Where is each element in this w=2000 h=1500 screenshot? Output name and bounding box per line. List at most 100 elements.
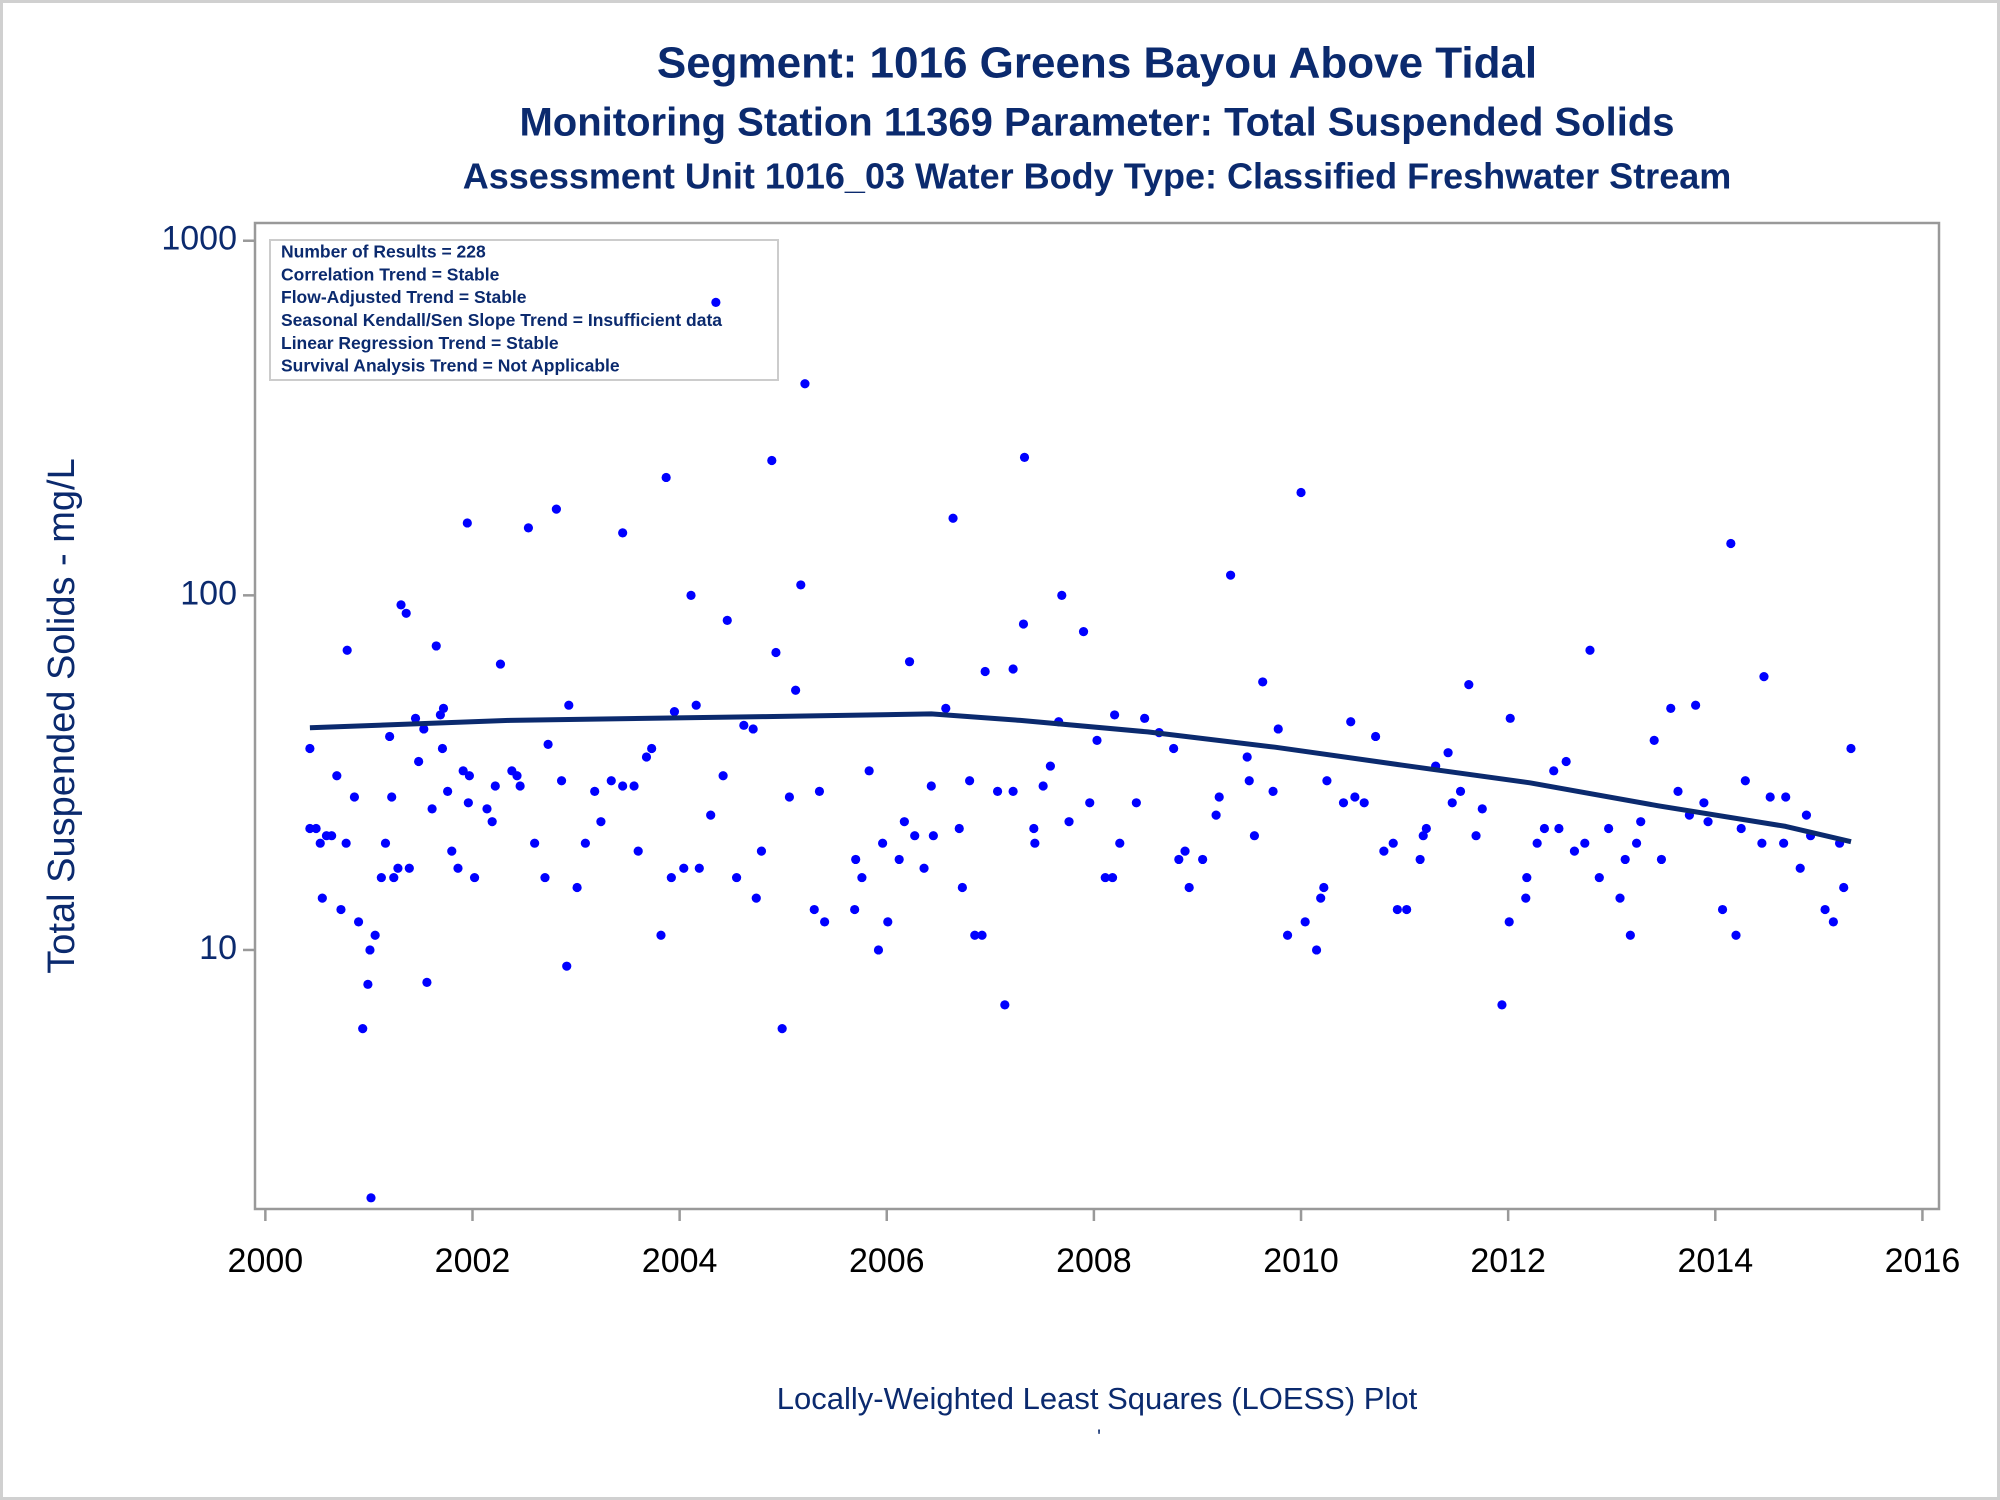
data-point (1131, 798, 1141, 808)
data-point (1497, 1000, 1507, 1010)
data-point (1447, 798, 1457, 808)
data-point (414, 756, 424, 767)
inset-text: Correlation Trend = Stable (281, 264, 500, 284)
data-point (894, 854, 904, 865)
data-point (965, 776, 975, 786)
data-point (1085, 798, 1095, 808)
data-point (1666, 703, 1676, 713)
data-point (691, 700, 701, 710)
x-tick-label: 2010 (1263, 1242, 1339, 1280)
data-point (748, 724, 758, 734)
data-point (1625, 930, 1635, 940)
data-point (1300, 917, 1310, 927)
data-point (487, 817, 497, 827)
data-point (606, 776, 616, 786)
data-point (718, 771, 728, 781)
x-tick-label: 2016 (1885, 1242, 1961, 1280)
data-point (1656, 854, 1667, 865)
data-point (385, 731, 395, 742)
data-point (618, 528, 628, 538)
data-point (1214, 792, 1224, 802)
data-point (1174, 854, 1184, 865)
data-point (679, 863, 689, 873)
data-point (1388, 838, 1398, 848)
data-point (1273, 724, 1283, 734)
data-point (957, 882, 967, 893)
data-point (1801, 810, 1812, 820)
data-point (1620, 854, 1630, 865)
footnote: ' (1097, 1426, 1101, 1448)
data-point (1242, 752, 1252, 762)
data-point (1057, 590, 1067, 600)
plot-frame (253, 221, 1941, 1211)
data-point (349, 792, 360, 802)
data-point (1350, 792, 1360, 802)
data-point (814, 786, 825, 796)
data-point (1828, 917, 1838, 927)
data-point (1211, 810, 1221, 820)
x-tick-label: 2000 (228, 1242, 304, 1280)
data-point (1107, 872, 1118, 883)
data-point (1019, 452, 1030, 462)
data-point (1038, 781, 1048, 791)
data-point (596, 817, 606, 827)
data-point (1418, 831, 1428, 841)
data-point (809, 904, 819, 915)
y-tick-label: 10 (199, 929, 237, 967)
data-point (954, 823, 964, 834)
data-point (1184, 882, 1194, 893)
data-point (618, 781, 628, 791)
data-point (1258, 677, 1268, 687)
data-point (523, 523, 534, 533)
data-point (851, 854, 861, 865)
data-point (1580, 838, 1590, 848)
data-point (1846, 743, 1856, 754)
data-point (1180, 846, 1190, 856)
inset-text: Survival Analysis Trend = Not Applicable (281, 356, 620, 376)
data-point (784, 792, 795, 802)
data-point (1615, 893, 1625, 903)
x-tick-label: 2012 (1470, 1242, 1546, 1280)
data-point (1140, 713, 1150, 723)
data-point (458, 766, 468, 776)
data-point (629, 781, 639, 791)
data-point (1359, 798, 1369, 808)
data-point (332, 771, 342, 781)
data-point (1779, 838, 1789, 848)
data-point (694, 863, 704, 873)
data-point (1522, 872, 1532, 883)
data-point (1379, 846, 1389, 856)
data-point (686, 590, 696, 600)
data-point (1008, 786, 1018, 796)
data-point (864, 766, 874, 776)
data-point (490, 781, 500, 791)
data-point (1505, 713, 1515, 723)
data-point (1569, 846, 1580, 856)
data-point (317, 893, 327, 903)
data-point (820, 917, 830, 927)
data-point (443, 786, 453, 796)
data-point (1740, 776, 1750, 786)
data-point (1018, 619, 1029, 629)
x-tick-label: 2004 (642, 1242, 718, 1280)
data-point (899, 817, 909, 827)
data-point (551, 504, 561, 514)
data-point (1585, 645, 1595, 655)
data-point (515, 781, 525, 791)
data-point (1504, 917, 1514, 927)
data-point (363, 979, 373, 989)
data-point (1521, 893, 1531, 903)
x-tick-label: 2008 (1056, 1242, 1132, 1280)
data-point (1311, 945, 1322, 955)
data-point (1455, 786, 1466, 796)
inset-text: Flow-Adjusted Trend = Stable (281, 287, 527, 307)
x-tick-label: 2006 (849, 1242, 925, 1280)
data-point (948, 513, 958, 523)
data-point (341, 838, 351, 848)
data-point (647, 743, 657, 754)
data-point (1781, 792, 1791, 802)
data-point (422, 977, 432, 988)
data-point (370, 930, 380, 940)
data-point (387, 792, 397, 802)
